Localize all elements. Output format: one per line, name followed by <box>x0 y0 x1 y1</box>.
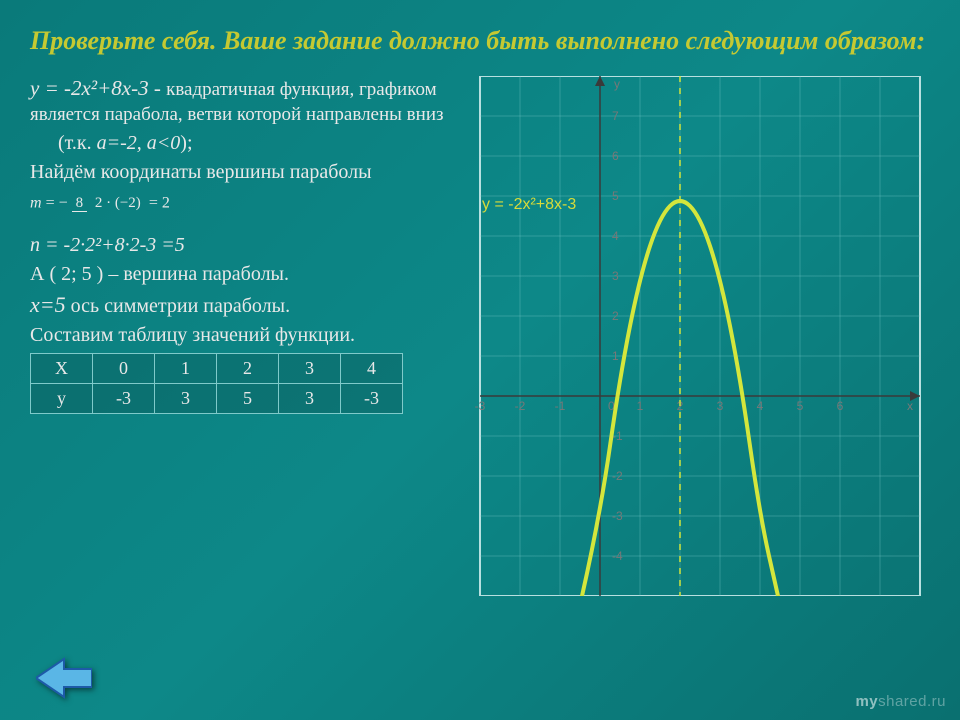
table-cell: 3 <box>279 354 341 384</box>
svg-text:-3: -3 <box>612 509 623 523</box>
m-formula: m = − 8 2 · (−2) = 2 <box>30 194 460 212</box>
condition-line: (т.к. а=-2, а<0); <box>30 132 460 155</box>
svg-text:-2: -2 <box>612 469 623 483</box>
chart-svg: -3-2-10123456х1234567-1-2-3-4y <box>470 76 950 596</box>
find-vertex-line: Найдём координаты вершины параболы <box>30 161 460 184</box>
svg-text:2: 2 <box>612 309 619 323</box>
left-column: y = -2x²+8x-3 - квадратичная функция, гр… <box>30 76 460 596</box>
table-cell: X <box>31 354 93 384</box>
cond-a: а=-2, а<0 <box>92 132 181 154</box>
dash: - <box>149 76 167 100</box>
svg-text:х: х <box>907 399 913 413</box>
svg-text:-1: -1 <box>555 399 566 413</box>
watermark: myshared.ru <box>855 693 946 710</box>
sym-x5: x=5 <box>30 292 66 317</box>
table-cell: 5 <box>217 384 279 414</box>
m-numerator: 8 <box>72 195 88 212</box>
watermark-rest: shared.ru <box>878 693 946 710</box>
svg-text:5: 5 <box>797 399 804 413</box>
svg-text:3: 3 <box>612 269 619 283</box>
svg-text:4: 4 <box>612 229 619 243</box>
table-cell: -3 <box>93 384 155 414</box>
svg-text:6: 6 <box>837 399 844 413</box>
m-prefix: m <box>30 194 42 211</box>
table-cell: 2 <box>217 354 279 384</box>
table-cell: 0 <box>93 354 155 384</box>
svg-text:1: 1 <box>637 399 644 413</box>
content-row: y = -2x²+8x-3 - квадратичная функция, гр… <box>30 76 930 596</box>
function-definition: y = -2x²+8x-3 - квадратичная функция, гр… <box>30 76 460 126</box>
prev-arrow-button[interactable] <box>36 657 92 704</box>
svg-text:4: 4 <box>757 399 764 413</box>
table-cell: 3 <box>155 384 217 414</box>
table-cell: 3 <box>279 384 341 414</box>
svg-text:6: 6 <box>612 149 619 163</box>
svg-text:-3: -3 <box>475 399 486 413</box>
m-fraction: 8 2 · (−2) <box>72 195 145 212</box>
parabola-chart: -3-2-10123456х1234567-1-2-3-4y y = -2x²+… <box>470 76 950 596</box>
svg-text:-2: -2 <box>515 399 526 413</box>
right-column: -3-2-10123456х1234567-1-2-3-4y y = -2x²+… <box>470 76 950 596</box>
cond-close: ); <box>180 132 192 154</box>
symmetry-line: x=5 ось симметрии параболы. <box>30 292 460 318</box>
chart-function-label: y = -2x²+8x-3 <box>482 196 576 214</box>
table-cell: -3 <box>341 384 403 414</box>
cond-open: (т.к. <box>58 132 92 154</box>
vertex-line: А ( 2; 5 ) – вершина параболы. <box>30 263 460 286</box>
slide-title: Проверьте себя. Ваше задание должно быть… <box>30 24 930 58</box>
svg-text:7: 7 <box>612 109 619 123</box>
n-calc-line: n = -2·2²+8·2-3 =5 <box>30 234 460 257</box>
table-cell: 4 <box>341 354 403 384</box>
slide-container: Проверьте себя. Ваше задание должно быть… <box>0 0 960 720</box>
sym-text: ось симметрии параболы. <box>66 295 290 317</box>
table-cell: y <box>31 384 93 414</box>
function-expression: y = -2x²+8x-3 <box>30 76 149 100</box>
svg-text:y: y <box>614 77 620 91</box>
svg-text:5: 5 <box>612 189 619 203</box>
arrow-left-icon <box>36 657 92 699</box>
svg-text:1: 1 <box>612 349 619 363</box>
table-row: y -3 3 5 3 -3 <box>31 384 403 414</box>
table-caption: Составим таблицу значений функции. <box>30 324 460 347</box>
m-suffix: = 2 <box>149 194 170 211</box>
m-denominator: 2 · (−2) <box>91 195 145 211</box>
table-cell: 1 <box>155 354 217 384</box>
table-row: X 0 1 2 3 4 <box>31 354 403 384</box>
values-table: X 0 1 2 3 4 y -3 3 5 3 -3 <box>30 353 403 414</box>
svg-text:3: 3 <box>717 399 724 413</box>
watermark-bold: my <box>855 693 878 710</box>
svg-text:-4: -4 <box>612 549 623 563</box>
